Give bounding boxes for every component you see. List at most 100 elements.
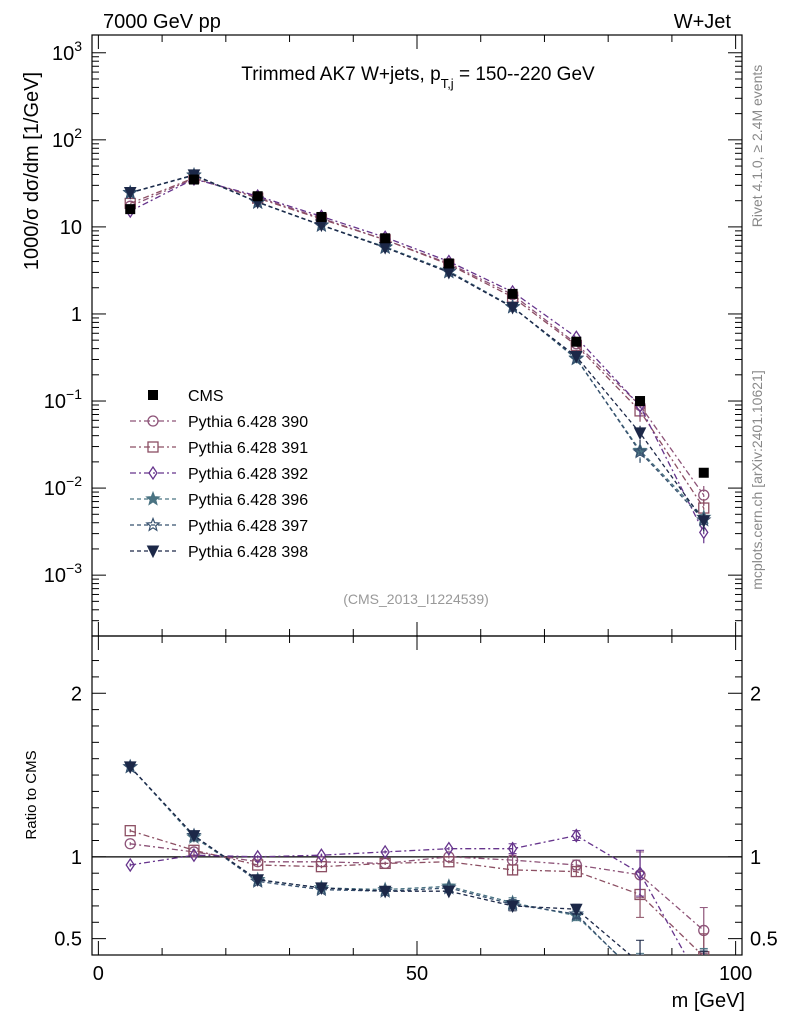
ratio-line	[130, 843, 705, 931]
ratio-series-3	[125, 828, 687, 955]
ratio-point	[444, 841, 454, 856]
ratio-y-tick-label-right: 1	[750, 847, 761, 869]
ratio-point	[380, 844, 390, 860]
ratio-line	[129, 766, 619, 955]
ratio-point	[442, 885, 456, 899]
ratio-point	[635, 866, 645, 881]
ratio-line	[130, 834, 687, 955]
ratio-point	[568, 905, 585, 921]
data-point	[188, 174, 199, 185]
y-tick-label: 10−1	[44, 386, 82, 413]
y-tick-exponent: −1	[66, 386, 82, 402]
analysis-id: (CMS_2013_I1224539)	[343, 591, 489, 607]
ratio-point	[125, 857, 136, 873]
ratio-point	[698, 970, 709, 981]
main-series-group	[122, 166, 712, 544]
data-point	[443, 258, 454, 269]
series-point	[632, 443, 648, 459]
y-axis-label: 1000/σ dσ/dm [1/GeV]	[21, 72, 43, 270]
y-tick-exponent: −3	[66, 560, 82, 576]
ratio-panel: 0 50 100 0.5 0.5 1 1 2 2	[54, 635, 778, 985]
data-point	[316, 211, 327, 222]
legend-marker	[147, 441, 159, 453]
series-line	[129, 177, 705, 509]
y-tick-label: 10	[60, 217, 82, 239]
legend-marker	[147, 415, 159, 427]
y-tick-base: 10	[60, 217, 82, 239]
ratio-y-tick-label: 2	[71, 683, 82, 705]
legend-marker	[148, 465, 158, 481]
data-point	[125, 204, 136, 215]
x-tick-label: 50	[406, 963, 428, 985]
ratio-point	[189, 848, 199, 863]
ratio-y-tick-label: 1	[71, 847, 82, 869]
ratio-point	[252, 859, 264, 871]
ratio-series-2	[124, 825, 710, 955]
ratio-series-group	[122, 758, 710, 982]
series-point	[123, 187, 137, 200]
y-tick-base: 1	[71, 304, 82, 326]
header-left: 7000 GeV pp	[103, 11, 221, 33]
data-point	[571, 336, 582, 347]
ratio-point	[187, 830, 201, 843]
ratio-series-6	[123, 761, 709, 981]
ratio-point	[698, 967, 710, 979]
ratio-point	[635, 958, 646, 969]
legend-label: Pythia 6.428 390	[188, 414, 308, 431]
ratio-y-tick-label-right: 2	[750, 683, 761, 705]
ratio-point	[316, 848, 327, 863]
legend-marker	[146, 545, 160, 559]
ratio-frame	[91, 635, 743, 956]
header-right: W+Jet	[674, 11, 732, 33]
legend-marker	[145, 516, 161, 532]
ratio-point	[123, 761, 137, 774]
data-cms	[125, 174, 709, 478]
y-tick-label: 10−2	[44, 473, 82, 500]
legend-label: Pythia 6.428 392	[188, 466, 308, 483]
y-tick-base: 10	[44, 478, 66, 500]
y-tick-base: 10	[44, 391, 66, 413]
series-point	[506, 301, 519, 315]
mcplots-label: mcplots.cern.ch [arXiv:2401.10621]	[749, 370, 765, 589]
ratio-point	[252, 849, 263, 865]
series-point	[633, 427, 647, 441]
series-point	[698, 525, 709, 540]
legend: CMS Pythia 6.428 390 Pythia 6.428 391 Pythi…	[130, 388, 308, 561]
series-line	[130, 174, 705, 522]
ratio-series-1	[124, 838, 710, 954]
legend-label: Pythia 6.428 396	[188, 492, 308, 509]
ratio-line	[130, 830, 704, 955]
x-axis-label: m [GeV]	[672, 990, 745, 1012]
y-tick-exponent: 2	[74, 125, 82, 141]
x-tick-label: 0	[93, 963, 104, 985]
series-6	[123, 169, 711, 532]
y-tick-exponent: 3	[74, 38, 82, 54]
ratio-point	[570, 865, 582, 878]
ratio-point	[443, 856, 455, 868]
series-point	[697, 515, 711, 529]
x-tick-label: 100	[719, 963, 752, 985]
y-tick-label: 10−3	[44, 560, 82, 587]
ratio-point	[506, 864, 519, 876]
data-point	[252, 191, 263, 202]
ratio-point	[251, 874, 264, 887]
ratio-point	[315, 882, 328, 896]
data-point	[635, 396, 646, 407]
y-tick-base: 10	[52, 43, 74, 65]
data-point	[698, 467, 709, 478]
series-3	[125, 171, 709, 544]
y-tick-label: 103	[52, 38, 82, 65]
y-tick-base: 10	[52, 130, 74, 152]
ratio-point	[571, 828, 582, 843]
y-tick-exponent: −2	[66, 473, 82, 489]
data-point	[507, 288, 518, 299]
series-point	[570, 350, 583, 364]
legend-label-cms: CMS	[188, 388, 224, 405]
ratio-point	[634, 970, 646, 982]
rivet-label: Rivet 4.1.0, ≥ 2.4M events	[749, 65, 765, 228]
ratio-line	[129, 766, 619, 955]
legend-label: Pythia 6.428 397	[188, 518, 308, 535]
ratio-y-tick-label-right: 0.5	[750, 929, 778, 951]
